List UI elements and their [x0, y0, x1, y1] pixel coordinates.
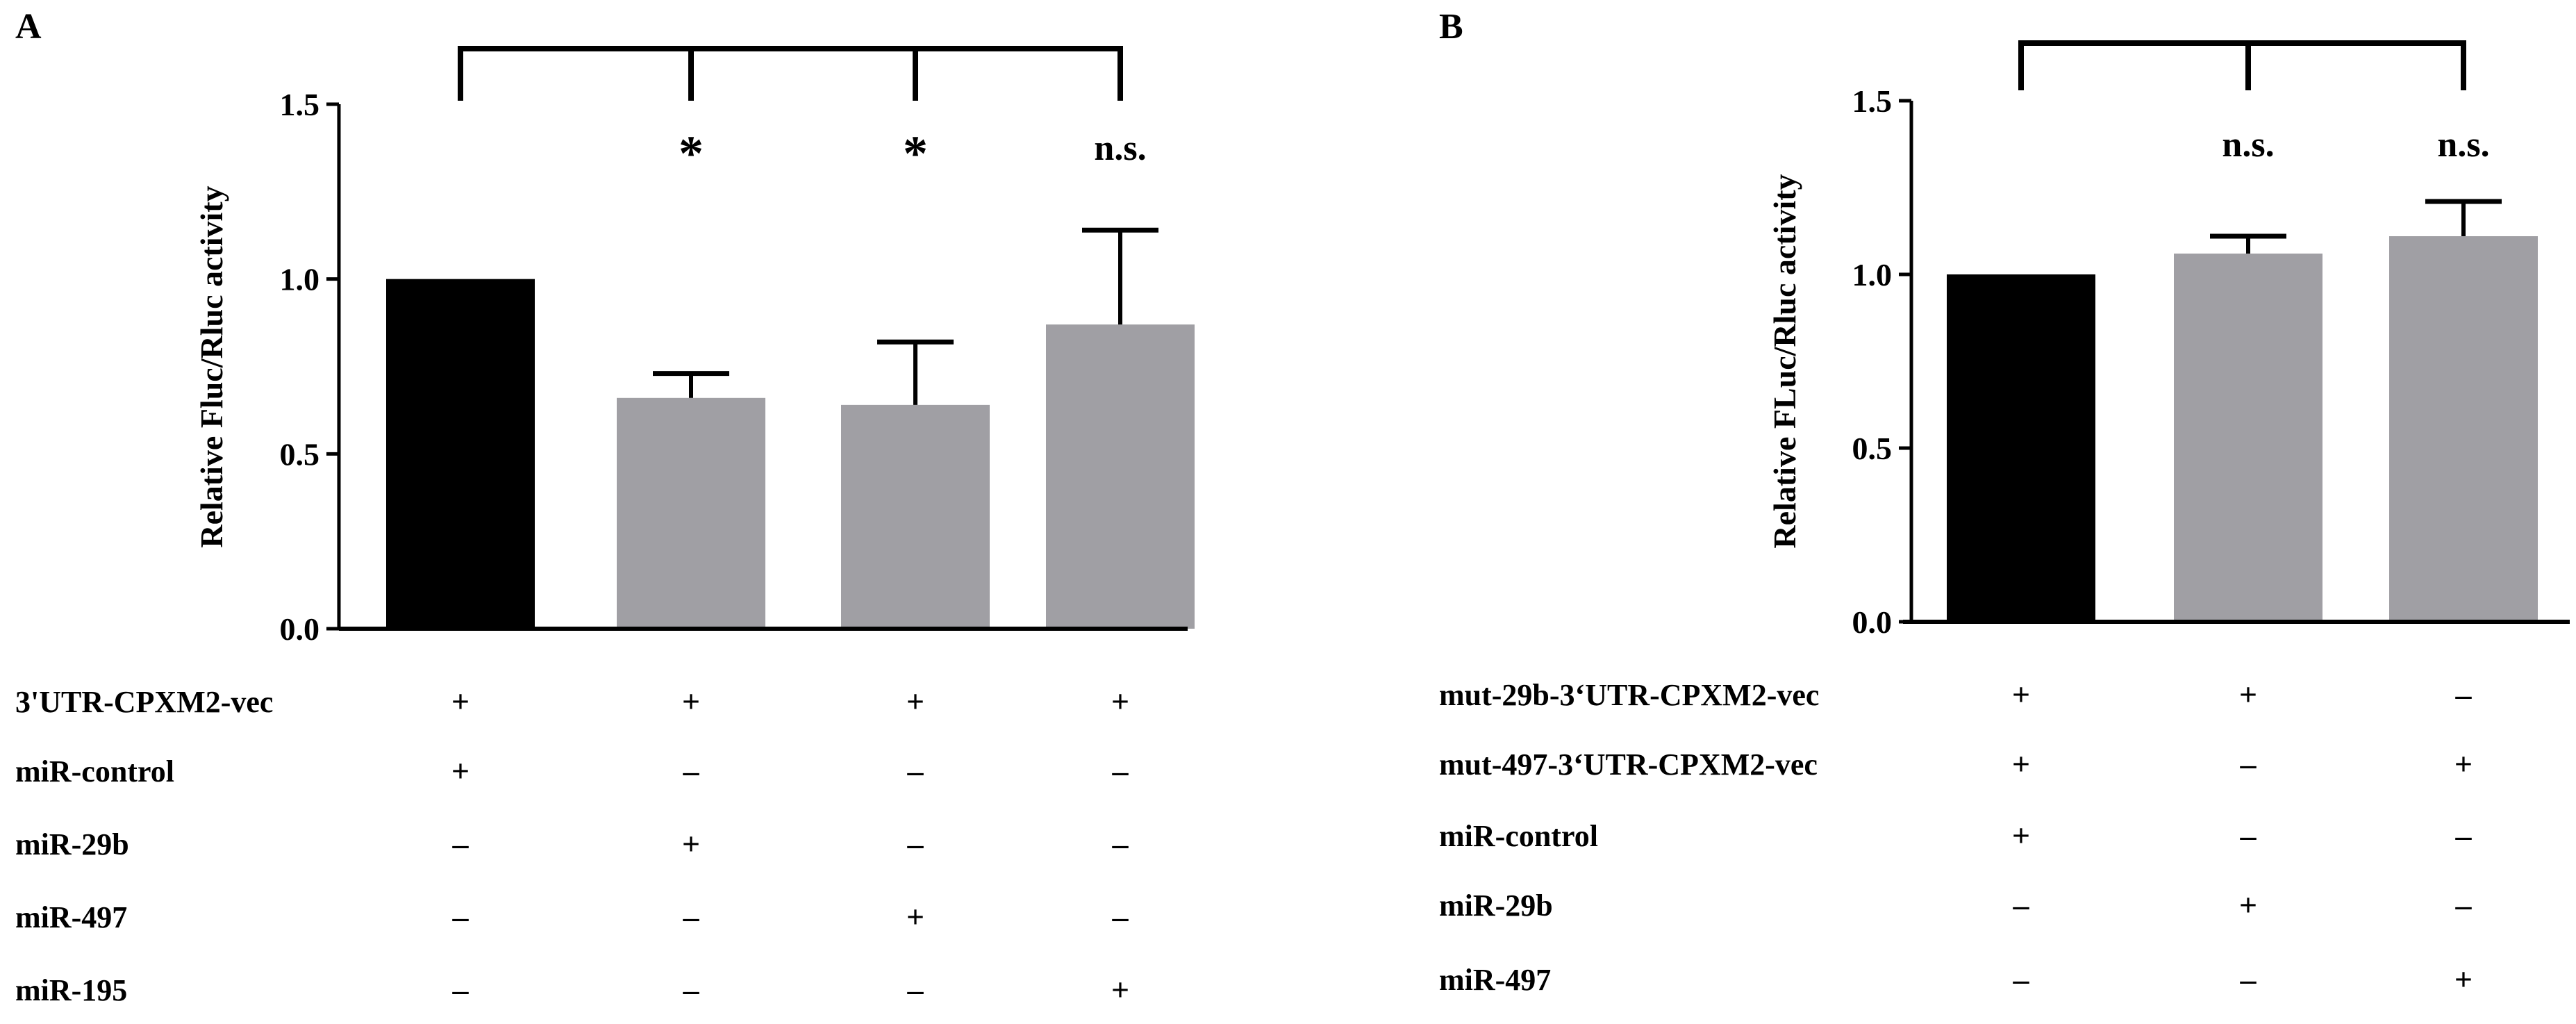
bar: [841, 404, 990, 629]
treatment-symbol: –: [452, 899, 470, 934]
treatment-symbol: +: [906, 684, 924, 719]
treatment-symbol: +: [2454, 961, 2473, 997]
y-tick-label: 0.5: [1852, 431, 1893, 466]
bar: [2389, 236, 2538, 622]
treatment-symbol: –: [2240, 818, 2257, 853]
bar: [1947, 274, 2095, 622]
treatment-symbol: +: [1111, 972, 1129, 1007]
treatment-symbol: –: [907, 826, 924, 861]
treatment-symbol: +: [451, 684, 470, 719]
treatment-row-label: miR-497: [15, 900, 127, 934]
panel-label-b: B: [1439, 7, 1463, 47]
y-axis-label: Relative FLuc/Rluc activity: [1767, 174, 1802, 548]
significance-label: n.s.: [2222, 125, 2274, 165]
y-tick-label: 1.5: [280, 87, 320, 122]
treatment-row-label: 3'UTR-CPXM2-vec: [15, 685, 273, 719]
treatment-symbol: –: [1112, 899, 1129, 934]
treatment-symbol: –: [2013, 961, 2030, 997]
treatment-symbol: –: [452, 972, 470, 1007]
bar: [617, 397, 765, 629]
treatment-symbol: +: [2239, 887, 2257, 923]
treatment-symbol: +: [1111, 684, 1129, 719]
treatment-symbol: –: [683, 972, 700, 1007]
treatment-symbol: –: [2455, 818, 2473, 853]
y-tick-label: 1.5: [1852, 83, 1893, 119]
treatment-row-label: miR-29b: [1439, 889, 1553, 923]
treatment-symbol: –: [2455, 677, 2473, 712]
treatment-symbol: –: [452, 826, 470, 861]
treatment-symbol: –: [1112, 753, 1129, 788]
treatment-symbol: +: [451, 753, 470, 788]
treatment-symbol: +: [682, 826, 700, 861]
treatment-row-label: miR-29b: [15, 827, 129, 861]
treatment-symbol: –: [907, 972, 924, 1007]
treatment-symbol: –: [683, 753, 700, 788]
treatment-symbol: –: [907, 753, 924, 788]
panel-label-a: A: [15, 7, 42, 47]
treatment-symbol: –: [2455, 887, 2473, 923]
treatment-symbol: +: [2012, 746, 2030, 782]
treatment-symbol: +: [2012, 818, 2030, 853]
treatment-row-label: mut-29b-3‘UTR-CPXM2-vec: [1439, 678, 1819, 712]
bar: [1046, 324, 1195, 629]
treatment-symbol: –: [2013, 887, 2030, 923]
treatment-row-label: miR-497: [1439, 963, 1551, 997]
treatment-symbol: +: [2454, 746, 2473, 782]
treatment-row-label: miR-control: [1439, 819, 1598, 853]
treatment-symbol: +: [906, 899, 924, 934]
y-tick-label: 0.0: [280, 611, 320, 647]
treatment-symbol: –: [683, 899, 700, 934]
treatment-symbol: –: [2240, 746, 2257, 782]
significance-label: *: [903, 126, 928, 181]
significance-label: n.s.: [1094, 129, 1146, 168]
treatment-symbol: +: [2012, 677, 2030, 712]
panel-b-chart: Bn.s. n.s. 0.0 0.5 1.0 1.5 Relative FLuc/Rluc …: [1439, 7, 2570, 997]
y-tick-label: 1.0: [280, 262, 320, 297]
bar: [386, 279, 535, 629]
significance-label: n.s.: [2437, 125, 2489, 165]
treatment-symbol: +: [2239, 677, 2257, 712]
treatment-row-label: miR-control: [15, 754, 174, 788]
y-tick-label: 0.0: [1852, 604, 1893, 640]
y-tick-label: 0.5: [280, 436, 320, 472]
bar: [2174, 254, 2322, 622]
treatment-row-label: miR-195: [15, 973, 127, 1007]
treatment-row-label: mut-497-3‘UTR-CPXM2-vec: [1439, 748, 1818, 782]
y-tick-label: 1.0: [1852, 257, 1893, 292]
y-axis-label: Relative Fluc/Rluc activity: [194, 185, 229, 547]
treatment-symbol: –: [2240, 961, 2257, 997]
treatment-symbol: –: [1112, 826, 1129, 861]
significance-label: *: [679, 126, 704, 181]
treatment-symbol: +: [682, 684, 700, 719]
panel-a-chart: A * * n.s. 0.0 0.5 1.0 1.5 Relative Fluc/Rluc ac…: [15, 7, 1195, 1007]
